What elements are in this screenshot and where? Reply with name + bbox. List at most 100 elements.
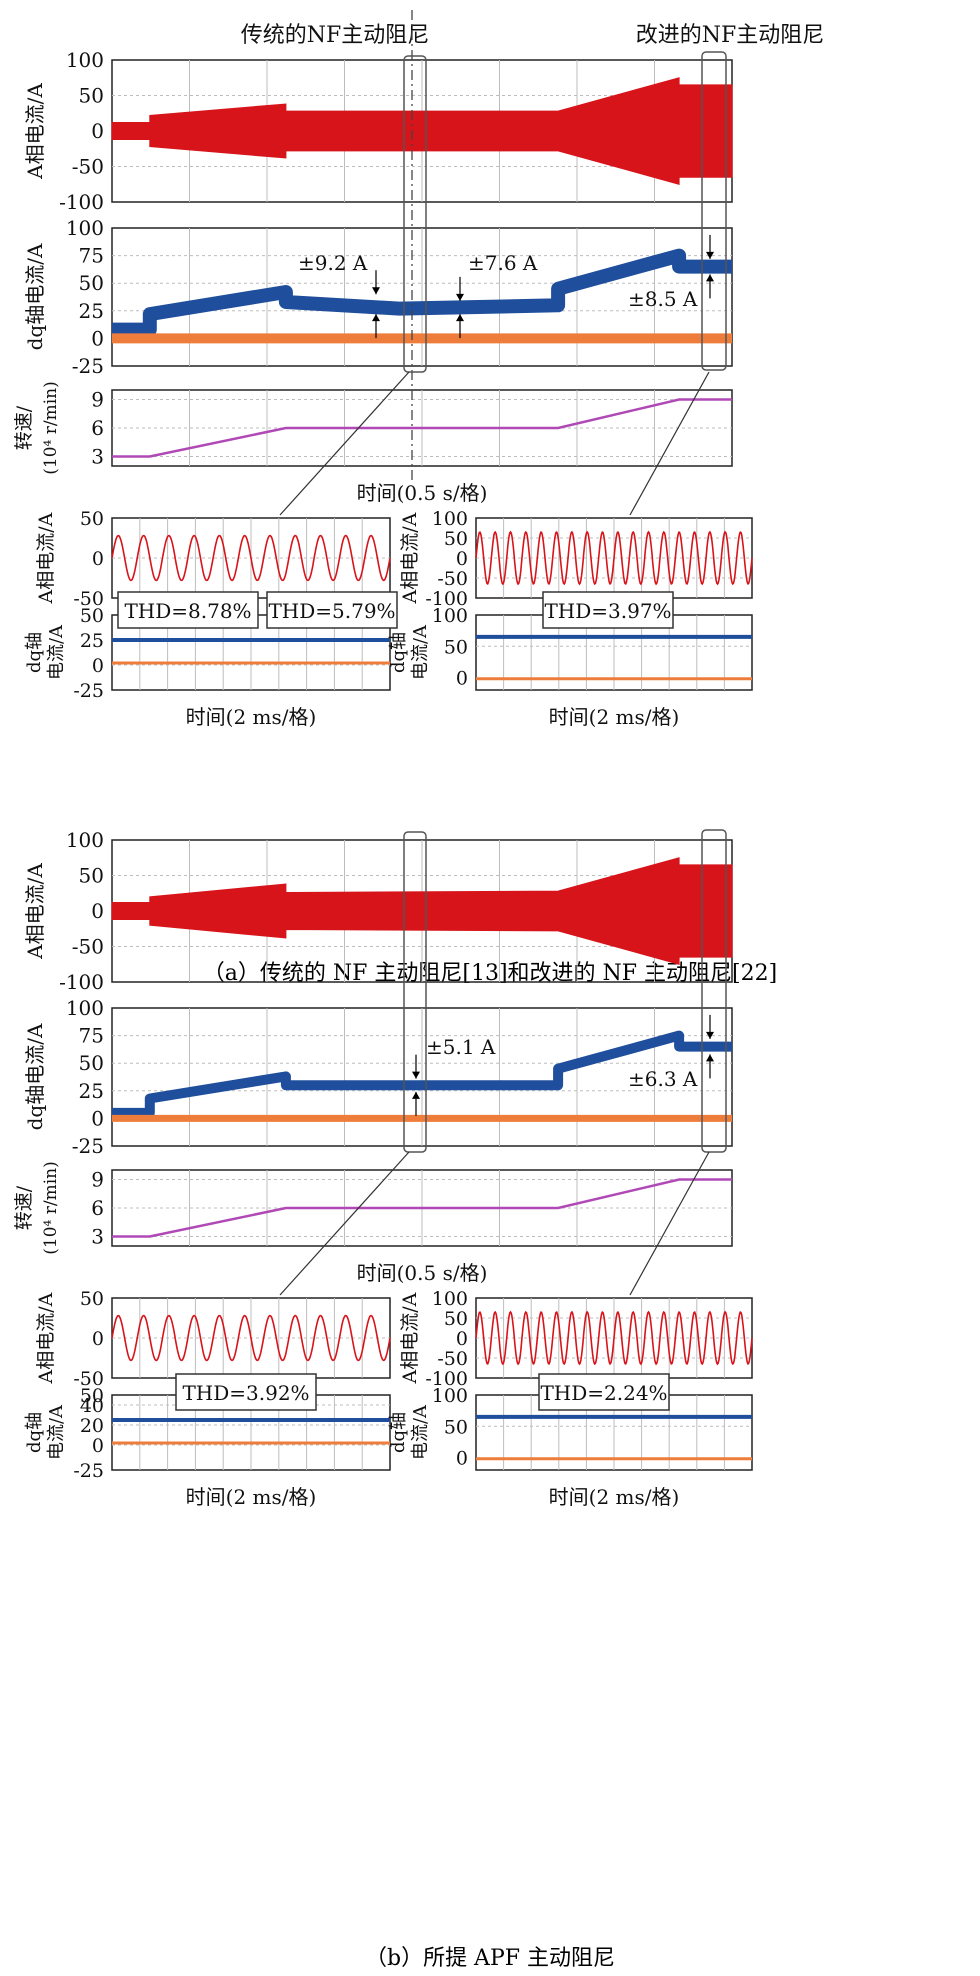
a-zoomR-ylabel-bottom2: 电流/A [410,624,431,680]
a-zoomR-sine [475,530,753,586]
b-zoom-marker-right [701,829,727,1153]
b-zoomL-top-ytick: -50 [73,1368,104,1390]
a-annotation-3-arrow-down-head [706,251,714,259]
a-dq-ytick: 50 [79,271,104,295]
b-zoomL-top-ytick: 50 [80,1288,104,1310]
a-zoomL-top-ytick: 0 [92,548,104,570]
a-phase-ytick: 0 [91,119,104,143]
b-phase-envelope-area [111,857,733,965]
b-connector-right [629,1151,710,1296]
a-dq-ytick: 0 [91,326,104,350]
a-zoomR-top-ytick: -100 [425,588,468,610]
a-zoomL-top-ytick: -50 [73,588,104,610]
a-zoomL-bot-ytick: 0 [92,655,104,677]
b-phase-ytick: 100 [66,828,104,852]
a-annotation-1-arrow-up-head [372,314,380,322]
b-zoomL-bot-ytick: 20 [80,1415,104,1437]
caption-b: （b）所提 APF 主动阻尼 [365,1946,615,1971]
a-connector-right [629,371,710,516]
b-dq-ytick: 50 [79,1051,104,1075]
b-annotation-2-arrow-up-head [706,1054,714,1062]
label-improved-nf: 改进的NF主动阻尼 [636,23,825,48]
b-zoomR-top-ytick: 0 [456,1328,468,1350]
b-annotation-1-arrow-up-head [412,1091,420,1099]
a-dq-ytick: 75 [79,244,104,268]
a-zoom-marker-left [403,55,427,373]
b-zoomL-ylabel-top: A相电流/A [35,1292,57,1384]
a-zoomL-thd1-box [117,591,259,629]
b-speed-ylabel: 转速/ [13,1185,35,1230]
a-zoomL-thd2-box [266,591,398,629]
a-speed-xlabel: 时间(0.5 s/格) [357,481,488,505]
b-zoomL-top-ytick: 0 [92,1328,104,1350]
b-phase-ylabel: A相电流/A [23,863,47,960]
b-zoomR-sine [475,1310,753,1366]
b-zoomR-xlabel: 时间(2 ms/格) [549,1485,680,1509]
a-zoomL-top-ytick: 50 [80,508,104,530]
a-zoom-marker-right [701,51,727,371]
b-zoomR-bot-ytick: 100 [432,1385,468,1407]
a-zoomL-bot-ytick: 25 [80,630,104,652]
b-zoomR-top-ytick: 100 [432,1288,468,1310]
a-speed-ylabel: 转速/ [13,405,35,450]
a-zoomR-top-ytick: 0 [456,548,468,570]
a-speed-ytick: 6 [91,416,104,440]
a-dq-ytick: -25 [72,354,104,378]
b-zoomL-bot-ytick: -25 [73,1460,104,1482]
a-annotation-3: ±8.5 A [628,287,698,311]
b-zoomR-ylabel-top: A相电流/A [399,1292,421,1384]
a-zoomR-bot-ytick: 50 [444,636,468,658]
b-zoomL-xlabel: 时间(2 ms/格) [186,1485,317,1509]
b-dq-ytick: 75 [79,1024,104,1048]
b-zoomL-sine [111,1314,391,1362]
b-phase-ytick: -100 [59,970,104,994]
b-zoomL-ylabel-bottom2: 电流/A [46,1404,67,1460]
a-zoomL-thd1: THD=8.78% [124,599,251,623]
a-annotation-1-arrow-down-head [372,287,380,295]
a-phase-ytick: 50 [79,84,104,108]
b-connector-left [279,1151,410,1296]
b-zoomR-thd: THD=2.24% [540,1381,667,1405]
a-zoomR-ylabel-bottom: dq轴 [388,632,409,673]
a-annotation-3-arrow-up-head [706,274,714,282]
a-dq-ytick: 100 [66,216,104,240]
b-zoomR-top-ytick: -100 [425,1368,468,1390]
a-dq-ylabel: dq轴电流/A [23,243,47,350]
b-speed-series-speed [112,1178,732,1238]
a-zoomL-xlabel: 时间(2 ms/格) [186,705,317,729]
a-zoomR-top-ytick: -50 [437,568,468,590]
a-annotation-2-arrow-up-head [456,314,464,322]
a-phase-ytick: -50 [72,155,104,179]
b-zoomL-bot-ytick: 0 [92,1435,104,1457]
b-speed-ytick: 6 [91,1196,104,1220]
a-zoomR-ylabel-top: A相电流/A [399,512,421,604]
a-phase-ytick: 100 [66,48,104,72]
b-dq-ylabel: dq轴电流/A [23,1023,47,1130]
a-zoomL-ylabel-bottom: dq轴 [24,632,45,673]
a-zoomR-thd-box [542,591,674,629]
b-annotation-1: ±5.1 A [426,1035,496,1059]
b-speed-xlabel: 时间(0.5 s/格) [357,1261,488,1285]
a-zoomL-bot-ytick: 50 [80,605,104,627]
a-zoomR-xlabel: 时间(2 ms/格) [549,705,680,729]
b-zoomR-top-ytick: -50 [437,1348,468,1370]
b-zoomR-ylabel-bottom: dq轴 [388,1412,409,1453]
b-zoomR-top-ytick: 50 [444,1308,468,1330]
a-zoomR-top-ytick: 100 [432,508,468,530]
b-speed-ytick: 9 [91,1168,104,1192]
a-annotation-2-arrow-down-head [456,293,464,301]
a-speed-series-speed [112,398,732,458]
b-dq-ytick: 25 [79,1079,104,1103]
b-zoomR-bot-ytick: 50 [444,1416,468,1438]
b-zoomL-thd: THD=3.92% [182,1381,309,1405]
a-connector-left [279,371,410,516]
a-zoomL-ylabel-top: A相电流/A [35,512,57,604]
a-zoomL-bot-ytick: -25 [73,680,104,702]
a-phase-ytick: -100 [59,190,104,214]
a-dq-ytick: 25 [79,299,104,323]
b-zoomL-bot-ytick: 40 [80,1395,104,1417]
b-phase-ytick: 0 [91,899,104,923]
b-zoomL-thd-box [175,1373,317,1411]
a-zoomR-bot-ytick: 100 [432,605,468,627]
b-dq-series-q-axis [112,1030,732,1118]
